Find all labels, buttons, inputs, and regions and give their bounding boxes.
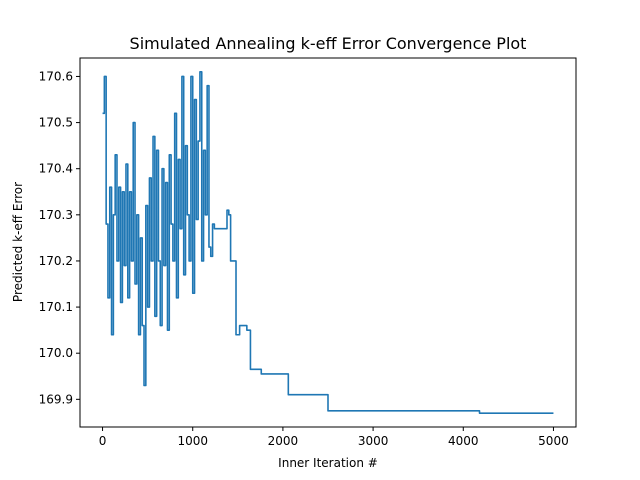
y-tick-label: 170.5 [39,116,73,130]
y-tick-label: 170.4 [39,162,73,176]
series-line [102,71,554,414]
y-axis-ticks: 169.9 170.0 170.1 170.2 170.3 170.4 170.5 170.6 [39,69,80,406]
x-axis-label: Inner Iteration # [278,456,378,470]
x-axis-ticks: 0 1000 2000 3000 4000 5000 [99,427,569,448]
y-tick-label: 170.6 [39,69,73,83]
y-tick-label: 170.1 [39,300,73,314]
y-tick-label: 170.2 [39,254,73,268]
axes-frame [79,57,577,428]
x-tick-label: 2000 [268,434,299,448]
x-tick-label: 4000 [448,434,479,448]
y-tick-label: 169.9 [39,392,73,406]
x-tick-label: 5000 [538,434,569,448]
x-tick-label: 1000 [177,434,208,448]
x-tick-label: 0 [99,434,107,448]
y-axis-label: Predicted k-eff Error [11,182,25,302]
y-tick-label: 170.3 [39,208,73,222]
chart-title: Simulated Annealing k-eff Error Converge… [130,34,527,53]
x-tick-label: 3000 [358,434,389,448]
plot-area [102,71,554,414]
y-tick-label: 170.0 [39,346,73,360]
